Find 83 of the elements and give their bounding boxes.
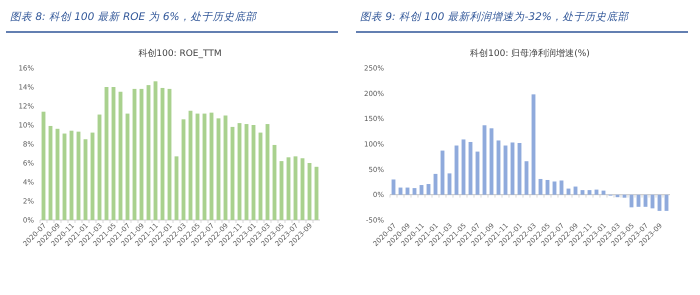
chart-title: 图表 9: 科创 100 最新利润增速为-32%，处于历史底部 [360, 11, 630, 23]
bar [294, 156, 298, 220]
bar [532, 94, 536, 195]
bar [636, 194, 640, 207]
bar [300, 158, 304, 220]
bar [210, 112, 214, 220]
bar [202, 114, 206, 220]
bar [546, 180, 550, 195]
bar [70, 130, 74, 220]
bar [524, 161, 528, 195]
bar [412, 188, 416, 195]
bar [496, 140, 500, 195]
bar [42, 112, 46, 220]
bar [272, 144, 276, 220]
bar [188, 110, 192, 220]
bar [434, 174, 438, 195]
bar [280, 161, 284, 220]
bar [504, 146, 508, 195]
bar [154, 81, 158, 220]
bar [566, 188, 570, 195]
bar [90, 132, 94, 220]
bar [650, 194, 654, 208]
bar [658, 194, 662, 211]
bar [588, 190, 592, 195]
bar [258, 132, 262, 220]
bar [392, 179, 396, 195]
bar [98, 114, 102, 220]
bar [462, 139, 466, 195]
bar [252, 125, 256, 220]
chart-subtitle: 科创100: ROE_TTM [138, 48, 222, 59]
bar [238, 123, 242, 220]
bar [56, 128, 60, 220]
bar [140, 88, 144, 220]
bar [538, 178, 542, 195]
bar [482, 125, 486, 195]
chart-title: 图表 8: 科创 100 最新 ROE 为 6%，处于历史底部 [10, 11, 258, 23]
bar [224, 116, 228, 220]
bar [182, 119, 186, 220]
bar [644, 194, 648, 207]
bar [126, 114, 130, 220]
bar [476, 152, 480, 195]
bar [518, 142, 522, 195]
bar [440, 150, 444, 195]
bar [630, 194, 634, 208]
bar [216, 118, 220, 220]
bar [146, 85, 150, 220]
bar [48, 126, 52, 220]
bar [468, 142, 472, 195]
bar [168, 88, 172, 220]
bar [62, 134, 66, 220]
bar [406, 188, 410, 195]
bar [174, 156, 178, 220]
bar [560, 180, 564, 195]
bar [574, 186, 578, 195]
bar [594, 190, 598, 195]
bar [616, 194, 620, 198]
bar [266, 124, 270, 220]
bar [76, 132, 80, 220]
bar [398, 188, 402, 195]
bar [622, 194, 626, 198]
bar [580, 190, 584, 195]
bar [196, 114, 200, 220]
bar [490, 128, 494, 195]
bar [160, 88, 164, 220]
bar [132, 88, 136, 220]
bar [84, 139, 88, 220]
bar [602, 190, 606, 195]
bar [308, 163, 312, 220]
bar [664, 194, 668, 211]
bar [112, 87, 116, 220]
chart-subtitle: 科创100: 归母净利润增速(%) [470, 48, 590, 59]
bar [118, 92, 122, 220]
bar [244, 124, 248, 220]
bar [448, 173, 452, 195]
bar [286, 157, 290, 220]
bar [552, 181, 556, 195]
bar [230, 126, 234, 220]
bar [510, 142, 514, 195]
bar [104, 87, 108, 220]
bar [420, 185, 424, 195]
bar [314, 166, 318, 220]
bar [454, 146, 458, 195]
bar [426, 184, 430, 195]
